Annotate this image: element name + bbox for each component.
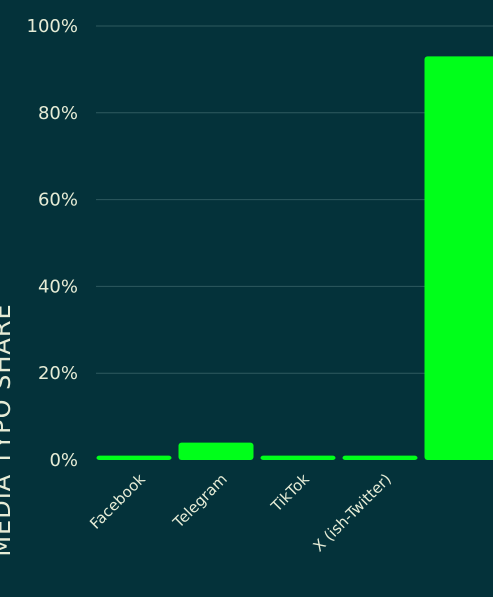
bar	[96, 455, 172, 460]
y-axis-label: MEDIA TYPO SHARE	[0, 303, 16, 556]
y-tick-label: 60%	[38, 190, 78, 211]
bar	[260, 455, 336, 460]
y-tick-label: 40%	[38, 276, 78, 297]
y-tick-label: 20%	[38, 363, 78, 384]
y-tick-label: 100%	[27, 16, 78, 37]
bar	[178, 442, 254, 460]
y-axis-ticks: 0% 20% 40% 60% 80% 100%	[27, 16, 78, 471]
bar	[342, 455, 418, 460]
y-tick-label: 80%	[38, 103, 78, 124]
x-tick-label: TikTok	[267, 470, 313, 516]
bar	[424, 56, 493, 460]
bars	[96, 56, 493, 460]
x-tick-label: X (ish-Twitter)	[310, 470, 395, 555]
y-tick-label: 0%	[49, 450, 78, 471]
x-tick-label: Telegram	[169, 470, 231, 532]
x-tick-label: Facebook	[86, 470, 149, 533]
